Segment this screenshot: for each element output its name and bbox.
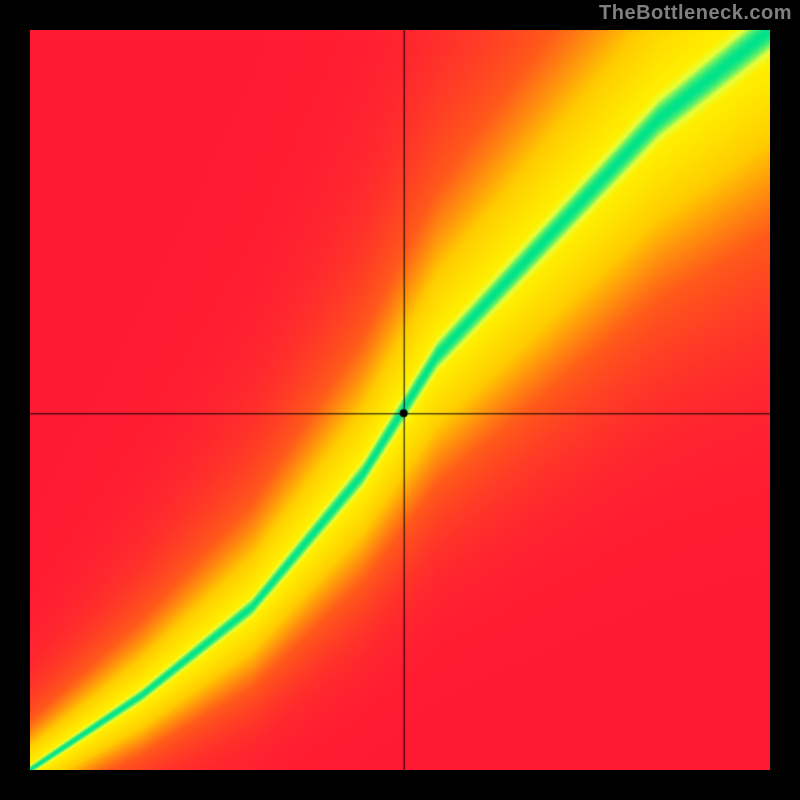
heatmap-canvas	[30, 30, 770, 770]
watermark-text: TheBottleneck.com	[599, 2, 792, 25]
chart-container: TheBottleneck.com	[0, 0, 800, 800]
plot-area	[30, 30, 770, 770]
